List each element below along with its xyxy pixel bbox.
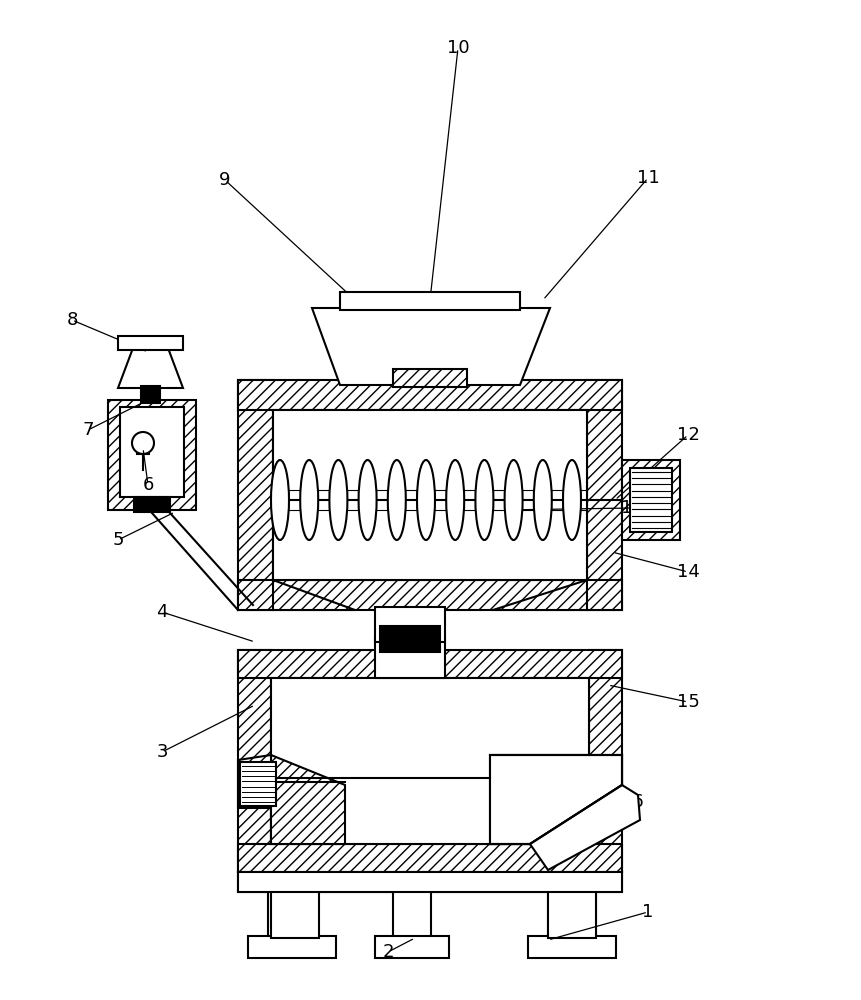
Bar — [240, 762, 276, 806]
Bar — [622, 460, 680, 540]
Text: 9: 9 — [220, 171, 231, 189]
Polygon shape — [271, 755, 345, 844]
Bar — [271, 890, 319, 938]
Bar — [141, 386, 160, 403]
Bar — [238, 380, 273, 610]
Bar — [273, 410, 587, 580]
Bar — [630, 468, 672, 532]
Text: 7: 7 — [83, 421, 94, 439]
Text: 2: 2 — [382, 943, 393, 961]
Ellipse shape — [271, 460, 289, 540]
Text: 11: 11 — [636, 169, 660, 187]
Bar — [108, 400, 196, 510]
Ellipse shape — [300, 460, 319, 540]
Bar — [238, 650, 271, 872]
Ellipse shape — [505, 460, 523, 540]
Ellipse shape — [534, 460, 552, 540]
Bar — [340, 292, 520, 310]
Bar — [238, 872, 622, 892]
Bar — [238, 872, 622, 892]
Text: 12: 12 — [677, 426, 699, 444]
Polygon shape — [490, 755, 622, 844]
Text: 6: 6 — [142, 476, 153, 494]
Polygon shape — [490, 755, 589, 844]
Polygon shape — [530, 785, 640, 870]
Text: 5: 5 — [112, 531, 124, 549]
Bar — [120, 407, 184, 497]
Ellipse shape — [330, 460, 347, 540]
Text: 4: 4 — [156, 603, 168, 621]
Ellipse shape — [563, 460, 581, 540]
Polygon shape — [118, 348, 183, 388]
Bar — [375, 638, 445, 678]
Text: 16: 16 — [621, 793, 643, 811]
Bar — [238, 844, 622, 872]
Bar — [548, 890, 596, 938]
Polygon shape — [312, 308, 550, 385]
Ellipse shape — [417, 460, 435, 540]
Bar — [268, 890, 316, 938]
Bar — [248, 936, 336, 958]
Polygon shape — [490, 755, 622, 844]
Bar — [118, 336, 183, 350]
Bar — [271, 678, 589, 844]
Polygon shape — [238, 755, 271, 808]
Polygon shape — [493, 580, 587, 610]
Bar — [238, 580, 622, 610]
Text: 1: 1 — [642, 903, 653, 921]
Bar — [134, 497, 170, 512]
Bar — [528, 936, 616, 958]
Bar — [548, 890, 596, 938]
Bar — [393, 369, 467, 387]
Text: 10: 10 — [447, 39, 469, 57]
Bar — [393, 890, 431, 938]
Ellipse shape — [446, 460, 464, 540]
Text: 8: 8 — [66, 311, 77, 329]
Bar — [375, 936, 449, 958]
Bar — [380, 626, 440, 652]
Polygon shape — [273, 580, 355, 610]
Ellipse shape — [358, 460, 376, 540]
Text: 3: 3 — [156, 743, 168, 761]
Ellipse shape — [475, 460, 493, 540]
Text: 14: 14 — [677, 563, 699, 581]
Bar — [238, 650, 622, 678]
Ellipse shape — [387, 460, 406, 540]
Bar — [375, 607, 445, 642]
Bar — [587, 380, 622, 610]
Bar — [238, 380, 622, 410]
Text: 15: 15 — [677, 693, 699, 711]
Bar — [589, 650, 622, 872]
Text: 13: 13 — [621, 499, 643, 517]
